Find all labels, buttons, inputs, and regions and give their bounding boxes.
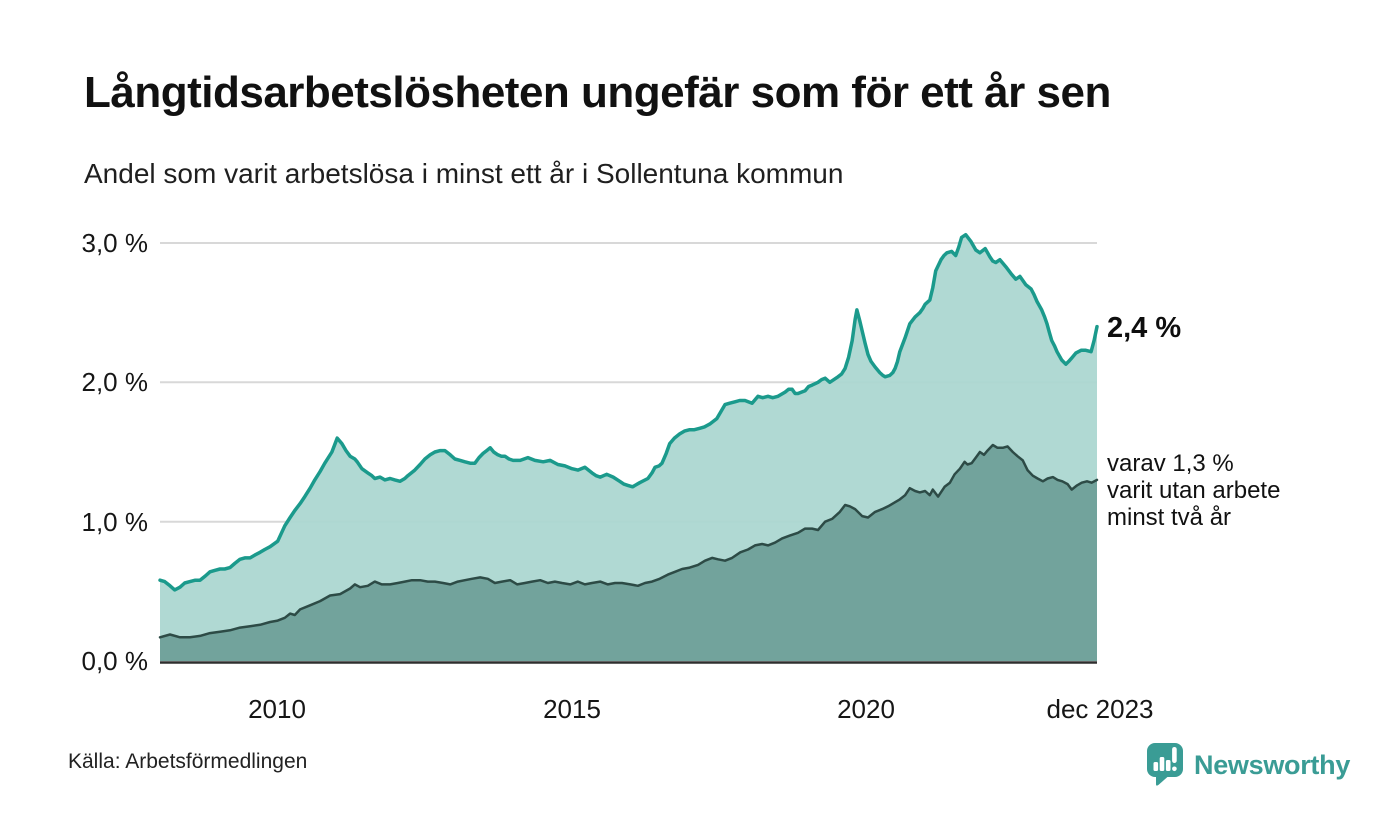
annotation-subseries-line1: varav 1,3 % — [1107, 450, 1234, 477]
newsworthy-icon — [1147, 743, 1183, 786]
area-unemployed-min-2yr — [160, 445, 1097, 661]
line-unemployed-min-2yr — [158, 443, 1099, 639]
exclamation-dot — [1172, 766, 1177, 772]
page-title: Långtidsarbetslösheten ungefär som för e… — [84, 68, 1111, 117]
y-tick-1: 1,0 % — [81, 507, 149, 537]
speech-bubble-tail — [1156, 774, 1168, 786]
line-unemployed-min-1yr — [158, 232, 1099, 592]
newsworthy-wordmark: Newsworthy — [1194, 749, 1351, 780]
annotation-total-value: 2,4 % — [1107, 312, 1182, 344]
y-tick-2: 2,0 % — [81, 367, 149, 397]
annotation-subseries-line2: varit utan arbete — [1107, 477, 1281, 504]
y-tick-0: 0,0 % — [81, 646, 149, 676]
y-tick-3: 3,0 % — [81, 228, 149, 258]
page-subtitle: Andel som varit arbetslösa i minst ett å… — [84, 158, 844, 189]
newsworthy-logo: Newsworthy — [1146, 742, 1350, 788]
bar-chart-glyph — [1153, 747, 1177, 772]
annotation-subseries-line3: minst två år — [1107, 504, 1232, 531]
annotation-subseries-label: varav 1,3 % varit utan arbete minst två … — [1107, 450, 1280, 531]
x-tick-2015: 2015 — [543, 694, 601, 724]
exclamation-bar — [1172, 747, 1177, 763]
x-tick-2020: 2020 — [837, 694, 895, 724]
source-note: Källa: Arbetsförmedlingen — [68, 750, 308, 773]
x-tick-dec-2023: dec 2023 — [1046, 694, 1154, 724]
x-tick-2010: 2010 — [248, 694, 306, 724]
